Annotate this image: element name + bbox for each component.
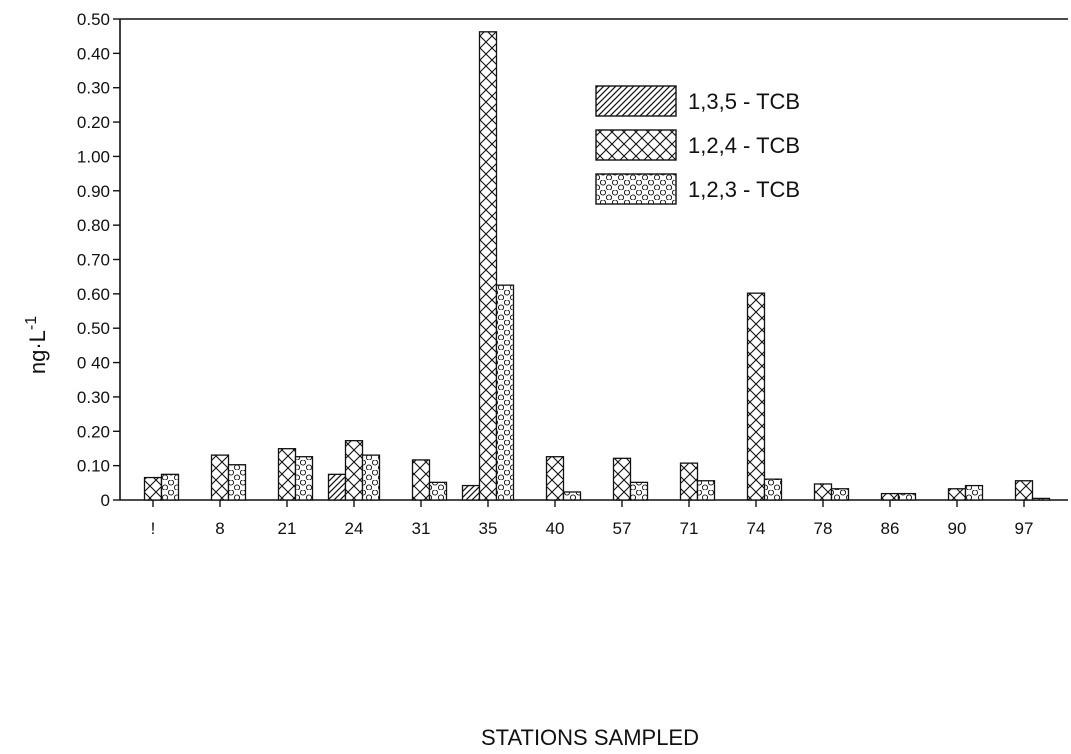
legend-swatch-cross-hatch	[595, 129, 677, 161]
bar-cross-hatch-78	[813, 483, 833, 501]
legend-label: 1,2,3 - TCB	[688, 177, 800, 202]
y-tick-label: 0.80	[77, 216, 110, 235]
bar-hexagon-40	[562, 491, 582, 501]
y-tick-label: 0 40	[77, 354, 110, 373]
x-tick-label: 21	[278, 519, 297, 538]
legend-label: 1,3,5 - TCB	[688, 89, 800, 114]
x-tick-label: 35	[479, 519, 498, 538]
bar-cross-hatch-35	[478, 31, 498, 501]
ticks-group: 0 0.10 0.20 0.30 0 40 0.50 0.60 0.70 0.80 0.90 1.0…	[77, 10, 1034, 538]
x-tick-label: 78	[814, 519, 833, 538]
x-axis-title: STATIONS SAMPLED	[481, 725, 699, 750]
x-tick-label: 71	[680, 519, 699, 538]
y-tick-label: 0.90	[77, 182, 110, 201]
y-axis-title: ng·L-1	[23, 316, 50, 374]
y-tick-label: 0.10	[77, 457, 110, 476]
bar-cross-hatch-21	[277, 448, 297, 501]
y-tick-label: 0.50	[77, 319, 110, 338]
legend-swatch-diagonal-hatch	[595, 85, 677, 117]
y-tick-label: 0.20	[77, 113, 110, 132]
y-axis-title-text: ng·L	[25, 330, 50, 374]
axes	[119, 18, 1068, 501]
y-tick-label: 1.00	[77, 147, 110, 166]
y-tick-label: 0.50	[77, 10, 110, 29]
bar-hexagon-90	[964, 484, 984, 501]
bar-cross-hatch-31	[411, 459, 431, 501]
x-tick-label: 8	[215, 519, 224, 538]
y-tick-label: 0.30	[77, 79, 110, 98]
y-axis-title-superscript: -1	[23, 316, 40, 330]
x-tick-label: 90	[948, 519, 967, 538]
bar-cross-hatch-90	[947, 488, 967, 501]
y-tick-label: 0.20	[77, 422, 110, 441]
bar-cross-hatch-86	[880, 492, 900, 501]
bar-cross-hatch-8	[210, 454, 230, 501]
x-tick-label: 97	[1015, 519, 1034, 538]
bar-hexagon-24	[361, 454, 381, 501]
bar-hexagon-86	[897, 492, 917, 501]
x-tick-label: !	[151, 519, 156, 538]
bar-hexagon-78	[830, 488, 850, 501]
y-tick-label: 0	[101, 491, 110, 510]
x-tick-label: 31	[412, 519, 431, 538]
bar-diagonal-hatch-24	[327, 473, 347, 501]
x-tick-label: 86	[881, 519, 900, 538]
bar-cross-hatch-71	[679, 462, 699, 501]
bars-group	[143, 31, 1051, 501]
bar-cross-hatch-40	[545, 456, 565, 501]
bar-hexagon-8	[227, 464, 247, 501]
y-tick-label: 0.70	[77, 251, 110, 270]
bar-cross-hatch-74	[746, 292, 766, 501]
legend-swatch-hexagon	[595, 173, 677, 205]
bar-hexagon-1	[160, 473, 180, 501]
y-tick-label: 0.60	[77, 285, 110, 304]
bar-cross-hatch-97	[1014, 480, 1034, 501]
bar-cross-hatch-57	[612, 457, 632, 501]
y-tick-label: 0.40	[77, 44, 110, 63]
bar-diagonal-hatch-35	[461, 484, 481, 501]
x-tick-label: 57	[613, 519, 632, 538]
x-tick-label: 24	[345, 519, 364, 538]
bar-hexagon-31	[428, 481, 448, 501]
bar-cross-hatch-1	[143, 476, 163, 501]
bar-hexagon-71	[696, 480, 716, 501]
legend-label: 1,2,4 - TCB	[688, 133, 800, 158]
bar-hexagon-57	[629, 481, 649, 501]
bar-hexagon-74	[763, 478, 783, 501]
bar-hexagon-21	[294, 456, 314, 501]
bar-cross-hatch-24	[344, 440, 364, 501]
bar-hexagon-35	[495, 284, 515, 501]
x-tick-label: 40	[546, 519, 565, 538]
x-tick-label: 74	[747, 519, 766, 538]
y-tick-label: 0.30	[77, 388, 110, 407]
bar-hexagon-97	[1031, 497, 1051, 501]
legend: 1,3,5 - TCB 1,2,4 - TCB 1,2,3 - TCB	[595, 85, 800, 205]
